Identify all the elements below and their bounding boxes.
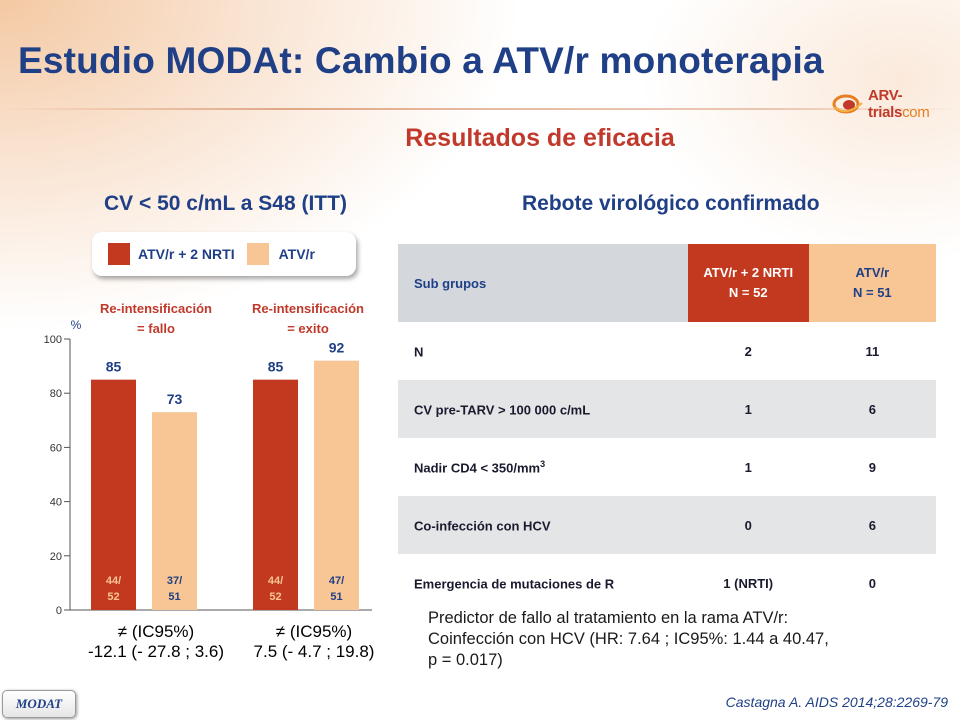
bar-chart: 0 20 40 60 80 100% 85 44/52 85 44/52 73 37/51 92 47/5… <box>44 318 372 617</box>
legend-swatch-combo <box>108 243 130 265</box>
table-row: Co-infección con HCV 0 6 <box>398 496 936 554</box>
y-tick-label: 100 <box>44 334 62 346</box>
slide-subtitle: Resultados de eficacia <box>405 124 675 152</box>
title-divider <box>0 108 960 110</box>
bar-fraction-label: 51 <box>168 591 180 603</box>
table-row: Emergencia de mutaciones de R 1 (NRTI) 0 <box>398 554 936 612</box>
arv-trials-logo: ARV-trialscom <box>832 87 960 121</box>
bar-fraction-label: 47/ <box>329 575 344 587</box>
slide-title: Estudio MODAt: Cambio a ATV/r monoterapi… <box>18 40 824 81</box>
y-tick-label: 0 <box>56 605 62 617</box>
table-row: Nadir CD4 < 350/mm3 1 9 <box>398 438 936 496</box>
legend-swatch-mono <box>246 243 269 265</box>
table-row: CV pre-TARV > 100 000 c/mL 1 6 <box>398 380 936 438</box>
row-value-combo: 0 <box>687 496 809 554</box>
bar-fraction-label: 52 <box>269 591 281 603</box>
header-combo: ATV/r + 2 NRTI N = 52 <box>687 244 809 322</box>
logo-swirl-icon <box>832 93 866 115</box>
y-tick-label: 60 <box>50 442 62 454</box>
bar-fraction-label: 51 <box>330 591 342 603</box>
row-label: Emergencia de mutaciones de R <box>398 554 688 612</box>
group-label-exito: Re-intensificación = exito <box>252 301 364 336</box>
y-axis-label: % <box>71 318 82 332</box>
y-tick-label: 20 <box>50 551 62 563</box>
bar-value-label: 92 <box>329 340 345 356</box>
bar <box>314 360 359 610</box>
row-value-mono: 11 <box>808 322 936 380</box>
row-value-mono: 6 <box>808 496 936 554</box>
row-label: Nadir CD4 < 350/mm3 <box>398 438 688 496</box>
legend-label-mono: ATV/r <box>278 246 315 262</box>
row-value-mono: 0 <box>808 554 936 612</box>
table-header-row: Sub grupos ATV/r + 2 NRTI N = 52 ATV/r N… <box>398 244 936 322</box>
row-value-combo: 1 (NRTI) <box>687 554 809 612</box>
table-row: N 2 11 <box>398 322 936 380</box>
row-label: N <box>398 322 688 380</box>
bar-value-label: 85 <box>268 359 284 375</box>
bar <box>91 379 136 610</box>
bar <box>152 412 197 610</box>
diff-exito: ≠ (IC95%) 7.5 (- 4.7 ; 19.8) <box>253 622 375 661</box>
group-label-fallo: Re-intensificación = fallo <box>100 301 212 336</box>
bar-fraction-label: 44/ <box>106 575 121 587</box>
row-value-mono: 6 <box>808 380 936 438</box>
chart-legend: ATV/r + 2 NRTI ATV/r <box>92 232 356 276</box>
bar-fraction-label: 44/ <box>268 575 283 587</box>
bar-fraction-label: 52 <box>107 591 119 603</box>
bar-value-label: 73 <box>167 391 183 407</box>
citation: Castagna A. AIDS 2014;28:2269-79 <box>725 694 948 710</box>
bar <box>253 379 298 610</box>
row-value-combo: 1 <box>687 438 809 496</box>
row-value-mono: 9 <box>808 438 936 496</box>
header-subgroups: Sub grupos <box>398 244 688 322</box>
y-tick-label: 80 <box>50 388 62 400</box>
table-heading: Rebote virológico confirmado <box>522 192 820 215</box>
bar-fraction-label: 37/ <box>167 575 182 587</box>
row-value-combo: 2 <box>687 322 809 380</box>
diff-fallo: ≠ (IC95%) -12.1 (- 27.8 ; 3.6) <box>87 622 225 661</box>
chart-heading: CV < 50 c/mL a S48 (ITT) <box>104 192 347 215</box>
legend-label-combo: ATV/r + 2 NRTI <box>138 246 235 262</box>
predictor-note: Predictor de fallo al tratamiento en la … <box>428 609 829 669</box>
modat-badge[interactable]: MODAT <box>2 690 76 718</box>
logo-text: ARV-trialscom <box>868 87 930 121</box>
y-tick-label: 40 <box>50 497 62 509</box>
bar-value-label: 85 <box>106 359 122 375</box>
row-label: CV pre-TARV > 100 000 c/mL <box>398 380 688 438</box>
header-mono: ATV/r N = 51 <box>808 244 936 322</box>
rebound-table: Sub grupos ATV/r + 2 NRTI N = 52 ATV/r N… <box>398 244 936 612</box>
row-label: Co-infección con HCV <box>398 496 688 554</box>
row-value-combo: 1 <box>687 380 809 438</box>
